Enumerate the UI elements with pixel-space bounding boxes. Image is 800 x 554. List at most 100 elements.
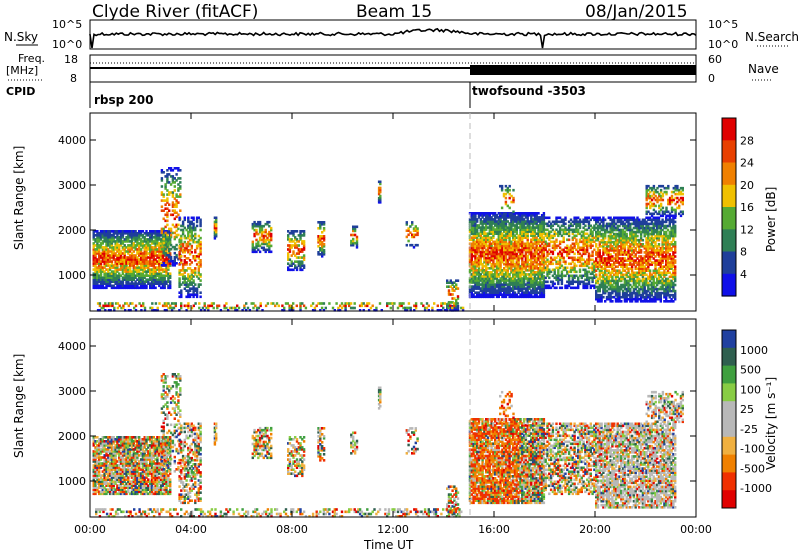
range-gate-cell	[638, 220, 641, 224]
range-gate-cell	[517, 262, 520, 266]
range-gate-cell	[123, 238, 126, 241]
range-gate-cell	[501, 238, 504, 242]
range-gate-cell	[512, 230, 515, 233]
range-gate-cell	[162, 264, 165, 267]
range-gate-cell	[614, 245, 618, 248]
range-gate-cell	[377, 201, 381, 204]
range-gate-cell	[128, 272, 132, 275]
range-gate-cell	[614, 300, 618, 303]
range-gate-cell	[156, 244, 159, 247]
range-gate-cell	[627, 279, 630, 283]
range-gate-cell	[488, 285, 491, 288]
range-gate-cell	[526, 281, 529, 284]
range-gate-cell	[524, 283, 528, 286]
range-gate-cell	[625, 289, 628, 293]
range-gate-cell	[98, 274, 101, 277]
range-gate-cell	[639, 273, 643, 277]
range-gate-cell	[522, 283, 526, 286]
range-gate-cell	[470, 285, 473, 288]
range-gate-cell	[130, 270, 134, 273]
range-gate-cell	[634, 291, 637, 295]
range-gate-cell	[105, 248, 108, 251]
range-gate-cell	[145, 266, 148, 269]
range-gate-cell	[485, 240, 488, 244]
range-gate-cell	[299, 230, 302, 233]
range-gate-cell	[645, 281, 648, 285]
range-gate-cell	[591, 258, 594, 262]
range-gate-cell	[530, 230, 533, 233]
range-gate-cell	[522, 291, 526, 294]
range-gate-cell	[551, 246, 555, 250]
range-gate-cell	[405, 221, 408, 224]
range-gate-cell	[533, 250, 537, 254]
range-gate-cell	[116, 264, 119, 267]
range-gate-cell	[531, 271, 535, 274]
range-gate-cell	[557, 216, 560, 220]
range-gate-cell	[494, 277, 497, 280]
range-gate-cell	[535, 248, 538, 252]
range-gate-cell	[299, 232, 302, 235]
range-gate-cell	[533, 293, 537, 296]
range-gate-cell	[481, 240, 484, 244]
range-gate-cell	[490, 281, 493, 284]
range-gate-cell	[123, 266, 126, 269]
range-gate-cell	[114, 260, 117, 263]
range-gate-cell	[199, 224, 202, 228]
range-gate-cell	[159, 272, 163, 275]
range-gate-cell	[517, 218, 520, 221]
range-gate-cell	[535, 220, 538, 223]
range-gate-cell	[504, 271, 508, 274]
range-gate-cell	[567, 232, 571, 236]
range-gate-cell	[321, 255, 324, 258]
range-gate-cell	[609, 243, 612, 246]
range-gate-cell	[472, 232, 475, 235]
range-gate-cell	[199, 265, 202, 268]
range-gate-cell	[169, 240, 172, 243]
range-gate-cell	[616, 220, 619, 224]
range-gate-cell	[150, 232, 154, 235]
range-gate-cell	[531, 273, 535, 276]
range-gate-cell	[540, 238, 544, 242]
range-gate-cell	[485, 289, 488, 292]
range-gate-cell	[379, 201, 382, 204]
range-gate-cell	[160, 229, 164, 233]
range-gate-cell	[187, 242, 190, 246]
range-gate-cell	[169, 167, 173, 170]
range-gate-cell	[519, 228, 522, 231]
range-gate-cell	[105, 262, 108, 265]
range-gate-cell	[513, 267, 517, 270]
range-gate-cell	[116, 234, 119, 237]
range-gate-cell	[125, 270, 128, 273]
range-gate-cell	[609, 265, 612, 268]
range-gate-cell	[638, 259, 641, 262]
range-gate-cell	[103, 270, 106, 273]
range-gate-cell	[528, 220, 531, 223]
range-gate-cell	[512, 220, 515, 223]
range-gate-cell	[258, 236, 262, 240]
range-gate-cell	[130, 236, 134, 239]
range-gate-cell	[549, 240, 553, 244]
range-gate-cell	[632, 289, 636, 293]
range-gate-cell	[99, 282, 103, 285]
range-gate-cell	[447, 289, 451, 292]
range-gate-cell	[499, 222, 502, 225]
range-gate-cell	[517, 240, 520, 244]
range-gate-cell	[618, 263, 621, 266]
range-gate-cell	[533, 260, 537, 264]
range-gate-cell	[488, 216, 491, 219]
range-gate-cell	[156, 232, 159, 235]
range-gate-cell	[472, 260, 475, 264]
range-gate-cell	[629, 222, 632, 226]
range-gate-cell	[605, 277, 609, 281]
range-gate-cell	[139, 240, 143, 243]
range-gate-cell	[639, 222, 643, 226]
range-gate-cell	[577, 222, 580, 226]
range-gate-cell	[526, 212, 529, 215]
range-gate-cell	[598, 289, 601, 293]
range-gate-cell	[632, 297, 636, 301]
range-gate-cell	[141, 274, 145, 277]
range-gate-cell	[495, 238, 499, 242]
range-gate-cell	[613, 226, 616, 230]
range-gate-cell	[168, 173, 171, 176]
range-gate-cell	[187, 244, 190, 248]
